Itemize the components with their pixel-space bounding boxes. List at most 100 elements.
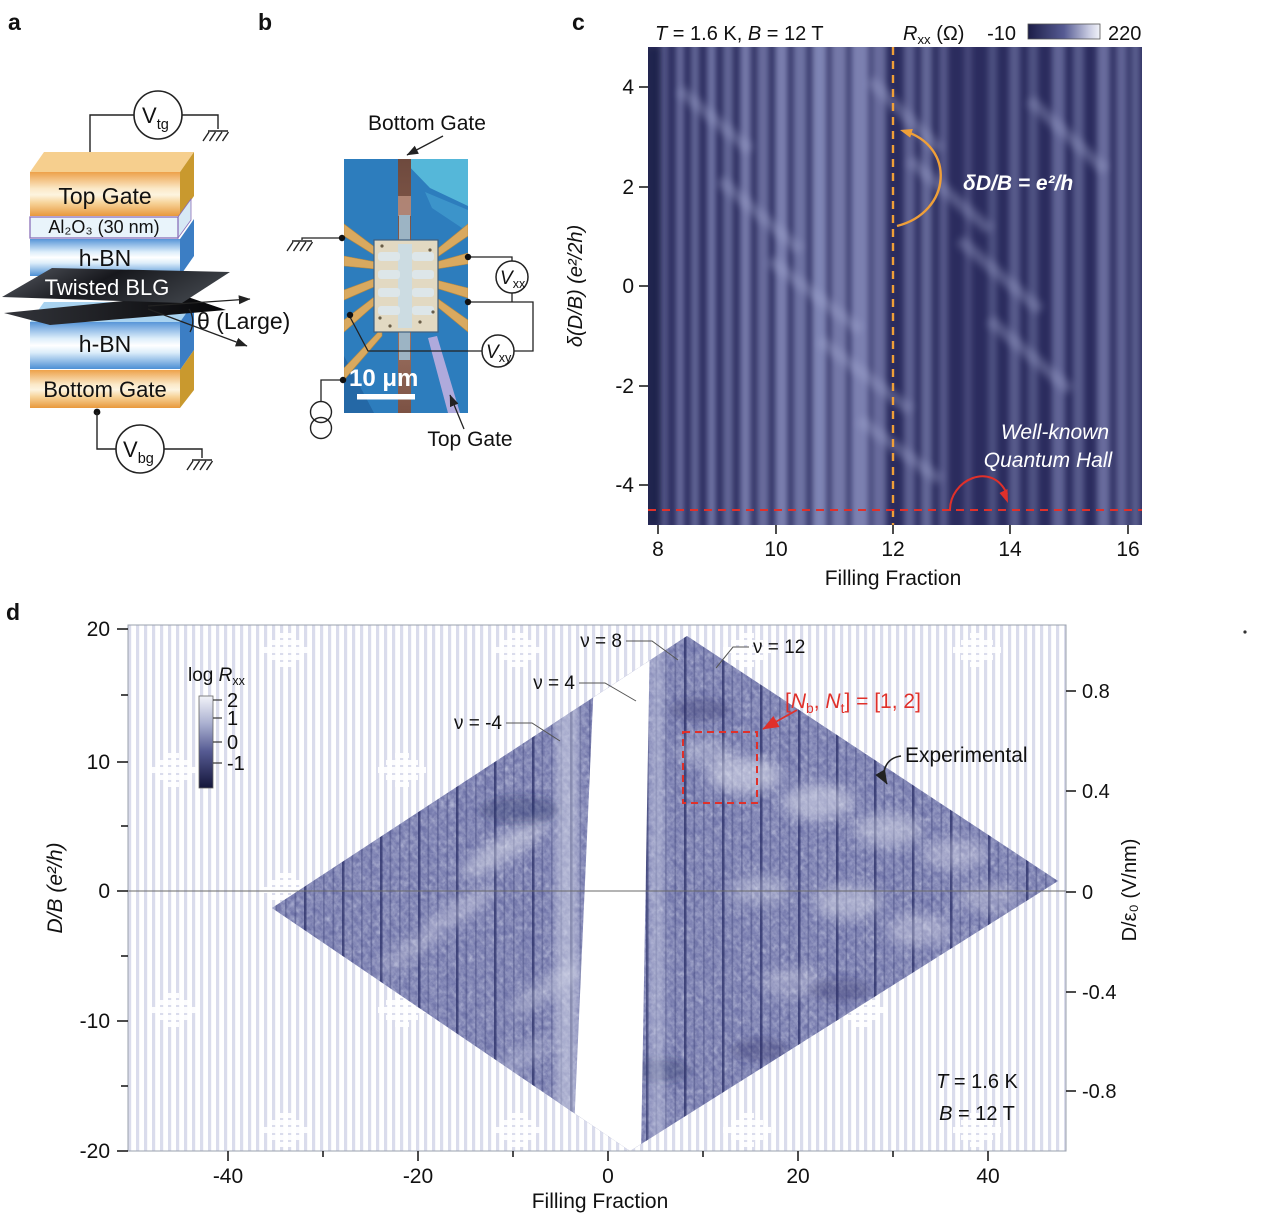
- twist-arrow-lower: [147, 308, 248, 347]
- panel-b: b Bottom Gate: [258, 9, 534, 451]
- panel-c-title: T = 1.6 K, B = 12 T: [655, 23, 824, 45]
- wire: [301, 237, 342, 240]
- colorbar: [198, 695, 214, 789]
- svg-text:0.4: 0.4: [1082, 781, 1110, 803]
- current-source-icon: [309, 400, 333, 440]
- wire: [96, 412, 116, 450]
- experimental-arrow: [875, 755, 902, 785]
- colorbar-tick-label: 0: [227, 732, 238, 754]
- hbn-top-side-face: [180, 219, 194, 276]
- panel-a-tag: a: [8, 9, 21, 35]
- vxy-label: Vxy: [486, 342, 512, 365]
- num4-label: ν = -4: [454, 713, 502, 734]
- bottom-gate-arrow: [406, 135, 444, 156]
- vtg-source: Vtg: [86, 90, 230, 173]
- bright-band-right: [650, 646, 664, 1151]
- panel-d-svg: d: [6, 599, 1247, 1213]
- gate-pad-bottom: [399, 332, 410, 360]
- gate-pad-top: [399, 215, 410, 241]
- mesa-specks: [378, 244, 435, 328]
- panel-d-xtick-labels: -40 -20 0 20 40: [213, 1165, 1000, 1188]
- svg-text:40: 40: [976, 1165, 999, 1188]
- svg-text:-4: -4: [615, 474, 634, 497]
- nu8-leader: [626, 640, 679, 661]
- svg-text:20: 20: [786, 1165, 809, 1188]
- photo-flake-blue: [425, 192, 468, 232]
- colorbar-ticks: [213, 699, 222, 764]
- al2o3-label: Al₂O₃ (30 nm): [48, 217, 159, 237]
- scalebar-label: 10 μm: [349, 365, 418, 392]
- panel-d-ylabel-right: D/ε₀ (V/nm): [1119, 839, 1141, 942]
- measurement-wiring: Vxx Vxy: [286, 234, 534, 440]
- svg-text:-0.8: -0.8: [1082, 1081, 1116, 1103]
- no-data-wedge: [573, 636, 650, 1151]
- contact-dot: [464, 253, 472, 261]
- delta-note: δD/B = e²/h: [963, 172, 1073, 195]
- delta-arc-arrow: [896, 129, 942, 228]
- vxy-meter-circle: [481, 334, 515, 368]
- twist-arrow-upper: [147, 295, 251, 307]
- contact-dot: [338, 234, 346, 242]
- svg-text:10: 10: [87, 751, 110, 774]
- ground-icon: [286, 240, 314, 252]
- panel-c-tag: c: [572, 9, 585, 35]
- panel-d-tag: d: [6, 599, 20, 625]
- panel-c-ticks: [639, 86, 1129, 534]
- wire: [320, 379, 343, 402]
- wire: [164, 448, 203, 458]
- angle-arc: [188, 308, 194, 333]
- svg-text:8: 8: [652, 538, 664, 561]
- svg-text:0: 0: [622, 275, 634, 298]
- hbn-bottom-label: h-BN: [79, 331, 131, 357]
- panel-c-svg: c T = 1.6 K, B = 12 T Rxx (Ω) -10 220: [565, 9, 1142, 590]
- al2o3-front: [29, 216, 179, 239]
- twist-angle: [147, 295, 251, 347]
- svg-text:-20: -20: [403, 1165, 433, 1188]
- svg-text:12: 12: [881, 538, 904, 561]
- wire: [182, 114, 219, 129]
- panel-c-ylabel: δ(D/B) (e²/2h): [565, 225, 587, 347]
- condition-field: B = 12 T: [939, 1103, 1015, 1125]
- hbn-bottom-front: [30, 322, 180, 369]
- vtg-label: Vtg: [142, 103, 169, 133]
- svg-text:-2: -2: [615, 375, 634, 398]
- crossing-streaks: [676, 76, 1109, 485]
- contact-dot: [339, 376, 347, 384]
- vxx-meter-circle: [495, 260, 529, 294]
- bright-band-left: [556, 646, 578, 1151]
- experimental-label: Experimental: [905, 744, 1028, 767]
- bottom-gate-front: [30, 370, 180, 408]
- ground-icon: [202, 130, 230, 142]
- tblg-sheets: [2, 268, 230, 325]
- stray-dot: [1243, 630, 1247, 634]
- nu4-label: ν = 4: [533, 673, 575, 694]
- contact-dot: [346, 311, 354, 319]
- condition-temperature: T = 1.6 K: [936, 1071, 1018, 1093]
- svg-text:2: 2: [622, 176, 634, 199]
- panel-a-b-svg: a Vtg: [2, 9, 534, 474]
- nu-callouts: ν = 8 ν = 4 ν = -4 ν = 12: [454, 631, 805, 742]
- bottom-gate-callout: Bottom Gate: [368, 112, 486, 135]
- top-gate-callout: Top Gate: [427, 428, 512, 451]
- panel-d-right-ytick-labels: 0.8 0.4 0 -0.4 -0.8: [1082, 681, 1116, 1103]
- panel-d-colorbar: log Rxx 2 1 0 -1: [188, 665, 246, 789]
- nu12-leader: [715, 646, 749, 669]
- wire: [349, 316, 482, 352]
- hbn-top-label: h-BN: [79, 245, 131, 271]
- hbn-bottom-side-face: [180, 302, 194, 370]
- hall-bar-channel: [398, 244, 412, 328]
- nbnt-arrow: [762, 709, 798, 730]
- bottom-gate-label: Bottom Gate: [43, 377, 167, 402]
- heatmap-c: δD/B = e²/h Well-known Quantum Hall: [648, 47, 1142, 525]
- vxx-label: Vxx: [500, 268, 526, 291]
- panel-d-xlabel: Filling Fraction: [532, 1190, 669, 1213]
- nbnt-dashed-box: [682, 731, 758, 804]
- colorbar-label: Rxx (Ω): [903, 23, 964, 47]
- panel-d-ytick-labels: 20 10 0 -10 -20: [80, 618, 110, 1163]
- qh-curved-arrow: [948, 475, 1008, 512]
- top-gate-front: [30, 172, 180, 216]
- wire: [89, 114, 134, 165]
- svg-text:10: 10: [764, 538, 787, 561]
- svg-text:-40: -40: [213, 1165, 243, 1188]
